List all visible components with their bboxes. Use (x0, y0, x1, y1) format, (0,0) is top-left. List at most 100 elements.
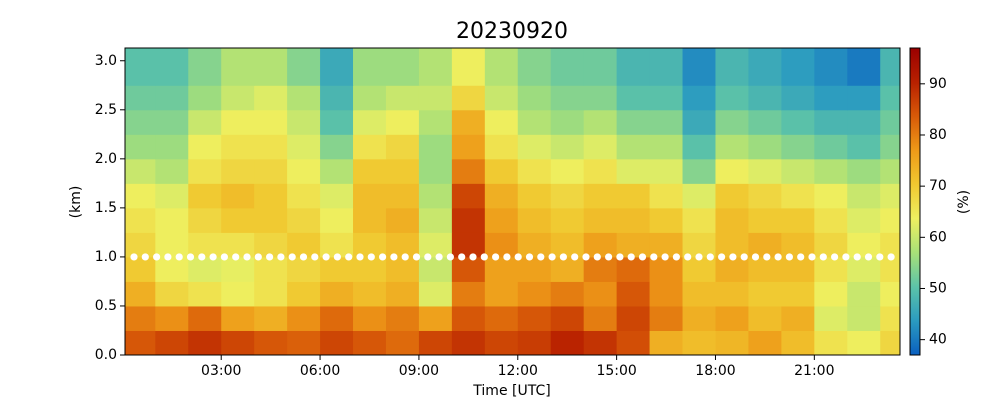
y-tick-label: 2.0 (95, 151, 117, 167)
heat-cell (649, 134, 684, 160)
plot-frame (124, 47, 901, 356)
heat-cell (550, 305, 585, 331)
marker-dot (254, 253, 262, 261)
heat-cell (125, 330, 156, 356)
y-tick-label: 3.0 (95, 53, 117, 69)
heat-cell (583, 256, 618, 282)
heat-cell (517, 330, 552, 356)
heat-cell (385, 183, 420, 209)
heat-cell (320, 305, 354, 331)
heat-cell (385, 256, 420, 282)
heat-cell (254, 109, 288, 135)
heat-cell (880, 109, 901, 135)
heat-cell (517, 281, 552, 307)
heat-cell (451, 109, 486, 135)
heat-cell (781, 305, 815, 331)
heat-cell (781, 281, 815, 307)
marker-dot (514, 253, 522, 261)
heat-cell (125, 85, 156, 111)
marker-dot (277, 253, 285, 261)
heat-cell (353, 256, 387, 282)
heat-cell (221, 305, 255, 331)
heat-cell (385, 85, 420, 111)
marker-dot (842, 253, 850, 261)
heat-cell (385, 134, 420, 160)
heat-cell (484, 232, 519, 258)
marker-dot (638, 253, 647, 261)
marker-dot (774, 253, 782, 261)
marker-dot (729, 253, 737, 261)
heat-cell (847, 134, 881, 160)
marker-dot (209, 253, 217, 261)
heat-cell (385, 207, 420, 233)
heat-cell (418, 134, 453, 160)
heat-cell (451, 330, 486, 356)
marker-dot (220, 253, 228, 261)
heat-cell (418, 85, 453, 111)
marker-dot (593, 253, 601, 261)
heat-cell (715, 330, 749, 356)
heat-cell (221, 281, 255, 307)
heat-cell (320, 183, 354, 209)
heat-cell (155, 158, 189, 184)
heat-cell (125, 134, 156, 160)
heat-cell (748, 256, 782, 282)
marker-dot (390, 253, 398, 261)
heat-cell (682, 305, 716, 331)
heat-cell (188, 207, 222, 233)
heat-cell (188, 109, 222, 135)
heat-cell (353, 232, 387, 258)
heat-cell (748, 330, 782, 356)
heat-cell (125, 232, 156, 258)
heat-cell (847, 109, 881, 135)
heat-cell (682, 48, 716, 86)
heat-cell (320, 134, 354, 160)
heat-cell (682, 330, 716, 356)
heat-cell (682, 183, 716, 209)
heat-cell (254, 232, 288, 258)
marker-dot (797, 253, 805, 261)
marker-dot (864, 253, 873, 261)
x-tick-label: 06:00 (300, 363, 340, 379)
marker-dot (785, 253, 794, 261)
heat-cell (418, 183, 453, 209)
heat-cell (616, 256, 651, 282)
heat-cell (484, 330, 519, 356)
marker-dot (853, 253, 861, 261)
heat-cell (583, 183, 618, 209)
heat-cell (385, 109, 420, 135)
heat-cell (254, 281, 288, 307)
heat-cell (221, 256, 255, 282)
heat-cell (221, 109, 255, 135)
marker-dot (333, 253, 341, 261)
heat-cell (418, 330, 453, 356)
y-tick-label: 0.5 (95, 298, 117, 314)
heat-cell (451, 305, 486, 331)
heat-cell (748, 232, 782, 258)
heat-cell (649, 330, 684, 356)
heat-cell (715, 48, 749, 86)
x-tick-label: 21:00 (794, 363, 834, 379)
marker-dot (672, 253, 681, 261)
heat-cell (880, 207, 901, 233)
heat-cell (715, 281, 749, 307)
heat-cell (418, 281, 453, 307)
heat-cell (814, 48, 848, 86)
heat-cell (814, 232, 848, 258)
x-tick-label: 03:00 (201, 363, 241, 379)
heat-cell (254, 330, 288, 356)
marker-dot (469, 253, 477, 261)
heat-cell (781, 232, 815, 258)
heat-cell (320, 48, 354, 86)
heat-cell (583, 85, 618, 111)
marker-dot (288, 253, 296, 261)
marker-dot (175, 253, 183, 261)
heat-cell (550, 183, 585, 209)
heat-cell (125, 281, 156, 307)
marker-dot (661, 253, 669, 261)
heat-cell (287, 48, 321, 86)
heat-cell (682, 256, 716, 282)
heat-cell (125, 183, 156, 209)
heat-cell (814, 305, 848, 331)
marker-dot (141, 253, 149, 261)
